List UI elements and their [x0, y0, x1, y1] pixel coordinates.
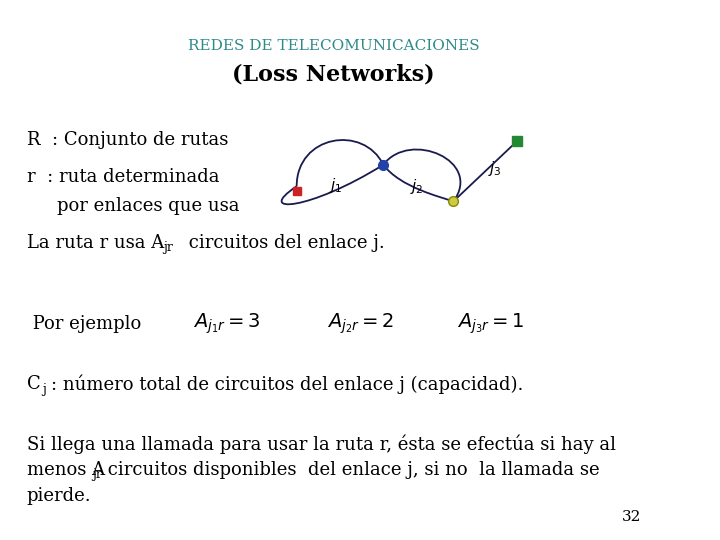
Text: REDES DE TELECOMUNICACIONES: REDES DE TELECOMUNICACIONES: [187, 39, 479, 53]
Text: r  : ruta determinada: r : ruta determinada: [27, 168, 219, 186]
Text: circuitos disponibles  del enlace j, si no  la llamada se: circuitos disponibles del enlace j, si n…: [102, 461, 600, 479]
Text: 32: 32: [622, 510, 642, 524]
Text: La ruta r usa A: La ruta r usa A: [27, 234, 164, 252]
Text: $A_{j_3 r} = 1$: $A_{j_3 r} = 1$: [456, 312, 524, 336]
Text: R  : Conjunto de rutas: R : Conjunto de rutas: [27, 131, 228, 150]
Text: Por ejemplo: Por ejemplo: [27, 315, 141, 333]
Text: jr: jr: [163, 241, 174, 254]
Text: $j_1$: $j_1$: [328, 176, 342, 195]
Text: jr: jr: [92, 468, 102, 481]
Text: C: C: [27, 375, 40, 394]
Text: $j_3$: $j_3$: [487, 159, 502, 178]
Text: pierde.: pierde.: [27, 487, 91, 505]
Text: $j_2$: $j_2$: [410, 177, 423, 196]
Text: $A_{j_1 r} = 3$: $A_{j_1 r} = 3$: [194, 312, 261, 336]
Text: por enlaces que usa: por enlaces que usa: [57, 197, 239, 215]
Text: menos A: menos A: [27, 461, 105, 479]
Text: : número total de circuitos del enlace j (capacidad).: : número total de circuitos del enlace j…: [51, 375, 523, 394]
Text: $A_{j_2 r} = 2$: $A_{j_2 r} = 2$: [327, 312, 394, 336]
Text: circuitos del enlace j.: circuitos del enlace j.: [184, 234, 385, 252]
Text: (Loss Networks): (Loss Networks): [232, 64, 435, 85]
Text: j: j: [42, 383, 46, 396]
Text: Si llega una llamada para usar la ruta r, ésta se efectúa si hay al: Si llega una llamada para usar la ruta r…: [27, 434, 616, 454]
